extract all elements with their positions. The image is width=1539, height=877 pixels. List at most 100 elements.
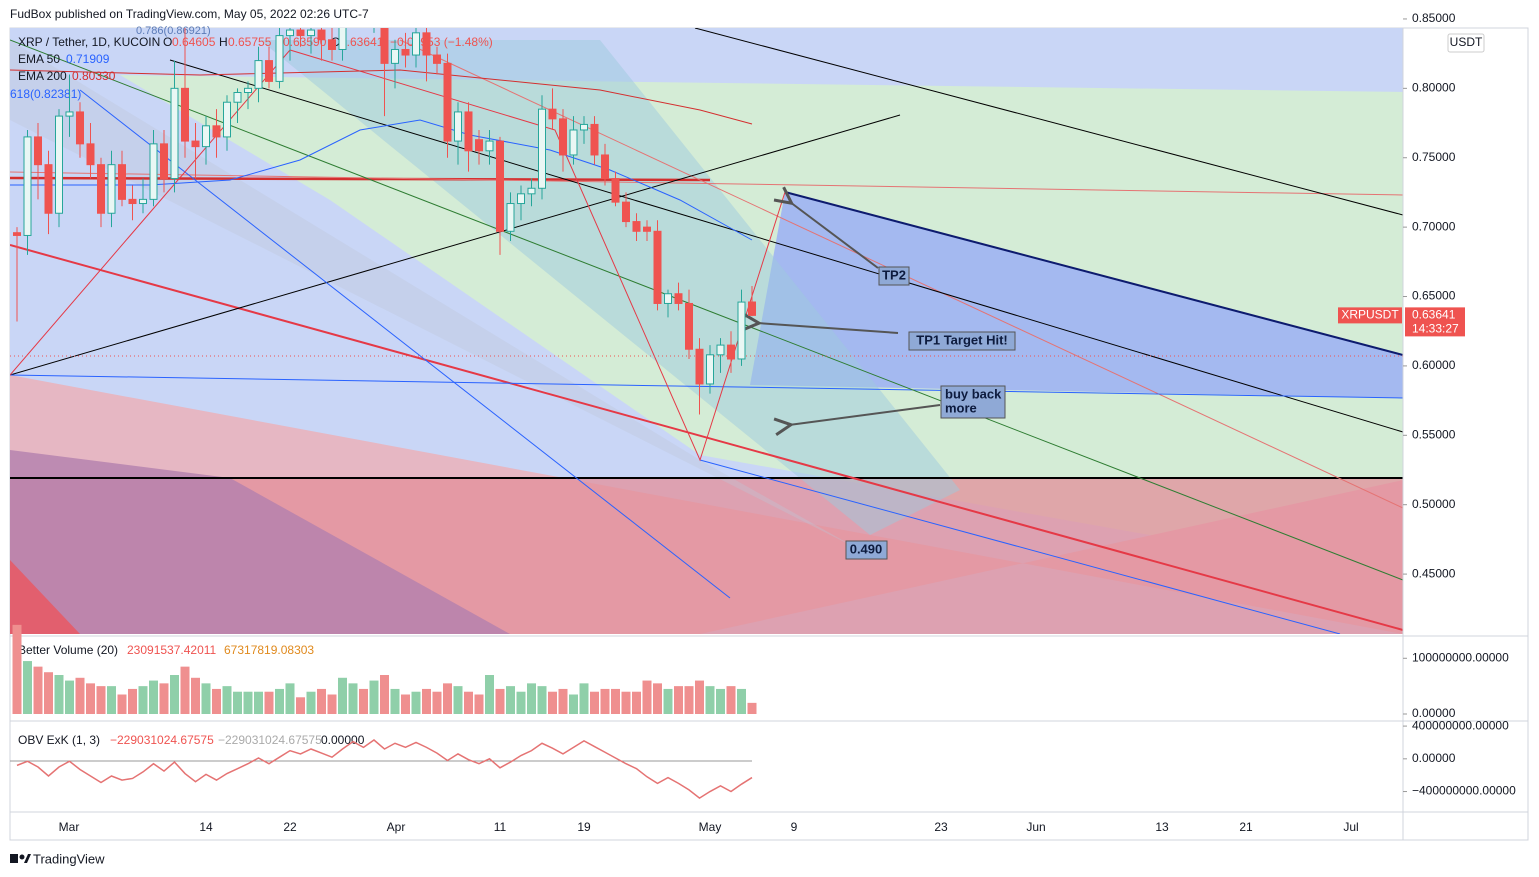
candle-body bbox=[412, 32, 420, 56]
candle-body bbox=[716, 344, 725, 356]
volume-bar bbox=[590, 691, 599, 714]
trend-line-red bbox=[10, 244, 1403, 631]
candle-body bbox=[454, 111, 462, 142]
volume-bar bbox=[495, 688, 505, 714]
candle-body bbox=[107, 164, 116, 214]
candle-body bbox=[674, 293, 683, 304]
candle-body bbox=[622, 201, 630, 223]
volume-bar bbox=[348, 683, 358, 714]
x-tick-label: 14 bbox=[199, 820, 213, 834]
volume-bar bbox=[653, 683, 662, 714]
candle-body bbox=[286, 29, 294, 37]
candle-body bbox=[128, 198, 137, 205]
pane-title: Better Volume (20) bbox=[18, 643, 118, 657]
annotation: buy back bbox=[945, 386, 1002, 401]
volume-bar bbox=[117, 694, 127, 714]
legend-value: 23091537.42011 bbox=[127, 643, 217, 657]
candle-body bbox=[443, 62, 452, 142]
candle-body bbox=[223, 101, 231, 138]
volume-bar bbox=[212, 688, 221, 714]
obv-line bbox=[16, 739, 753, 800]
y-tick-label: 0.65000 bbox=[1412, 289, 1456, 303]
y-tick-label: 0.60000 bbox=[1412, 358, 1456, 372]
blue-line bbox=[10, 374, 1403, 399]
annotation-box bbox=[908, 331, 1016, 351]
drawings bbox=[10, 28, 1403, 634]
candles bbox=[13, 28, 756, 415]
candle-body bbox=[139, 198, 147, 205]
volume-bar bbox=[600, 688, 610, 714]
volume-bar bbox=[138, 686, 148, 714]
volume-bar bbox=[705, 686, 715, 714]
candle-body bbox=[233, 92, 242, 103]
ema50-line bbox=[10, 119, 753, 241]
candle-body bbox=[170, 87, 179, 180]
blue-line bbox=[699, 459, 1341, 634]
candle-body bbox=[328, 39, 336, 50]
y-tick-label: 400000000.00000 bbox=[1412, 718, 1509, 732]
volume-bar bbox=[548, 691, 557, 714]
volume-bar bbox=[663, 688, 673, 714]
trend-line-black bbox=[694, 28, 1403, 216]
volume-bar bbox=[44, 672, 53, 714]
x-tick-label: 21 bbox=[1239, 820, 1253, 834]
volume-bar bbox=[380, 675, 389, 714]
y-tick-label: 0.75000 bbox=[1412, 150, 1456, 164]
candle-body bbox=[485, 140, 494, 152]
candle-body bbox=[527, 187, 536, 195]
candle-body bbox=[611, 178, 620, 203]
candle-body bbox=[391, 48, 399, 64]
volume-bar bbox=[411, 691, 421, 714]
legend-key: O bbox=[163, 35, 172, 49]
volume-bar bbox=[65, 680, 74, 714]
candle-body bbox=[160, 143, 168, 180]
candle-body bbox=[737, 301, 746, 360]
volume-bar bbox=[443, 683, 452, 714]
legend-value: −229031024.67575 bbox=[218, 733, 322, 747]
volume-bar bbox=[432, 691, 442, 714]
candle-body bbox=[643, 226, 651, 232]
volume-bar bbox=[233, 691, 242, 714]
volume-bar bbox=[33, 666, 43, 714]
candle-body bbox=[149, 143, 158, 200]
candle-body bbox=[181, 87, 189, 142]
volume-bar bbox=[359, 688, 368, 714]
countdown: 14:33:27 bbox=[1412, 322, 1459, 336]
legend-value: 0.63641 bbox=[340, 35, 384, 49]
annotations: TP2 TP1 Target Hit! buy back more 0.490 bbox=[757, 202, 1016, 560]
arrow bbox=[789, 404, 941, 425]
arrow bbox=[757, 323, 899, 334]
legend-value: −229031024.67575 bbox=[110, 733, 214, 747]
volume-bar bbox=[527, 683, 536, 714]
volume-bar bbox=[558, 688, 568, 714]
footer: TradingView bbox=[33, 851, 105, 866]
volume-bar bbox=[642, 680, 652, 714]
volume-bar bbox=[96, 686, 106, 714]
x-tick-label: 22 bbox=[283, 820, 297, 834]
volume-bar bbox=[726, 686, 736, 714]
candle-body bbox=[244, 87, 252, 94]
ema-name: EMA 200 bbox=[18, 69, 67, 83]
pane-title: OBV ExK (1, 3) bbox=[18, 733, 100, 747]
price-tag-text: 0.63641 bbox=[1412, 308, 1456, 322]
candle-body bbox=[632, 221, 641, 232]
volume-bar bbox=[401, 694, 410, 714]
volume-bar bbox=[159, 683, 169, 714]
volume-bar bbox=[390, 688, 400, 714]
x-tick-label: Mar bbox=[59, 820, 80, 834]
volume-bar bbox=[338, 677, 347, 714]
volume-bar bbox=[201, 683, 211, 714]
volume-bar bbox=[632, 691, 641, 714]
candle-body bbox=[76, 111, 84, 145]
fib-label: 0.786(0.86921) bbox=[136, 25, 211, 37]
annotation: TP2 bbox=[882, 267, 906, 282]
candle-body bbox=[559, 118, 567, 156]
candle-body bbox=[433, 54, 441, 64]
symbol-tag-text: XRPUSDT bbox=[1341, 308, 1399, 322]
candle-body bbox=[86, 143, 95, 166]
candle-body bbox=[496, 140, 504, 232]
x-tick-label: Apr bbox=[387, 820, 406, 834]
legend-value: 0.65755 bbox=[228, 35, 272, 49]
volume-bar bbox=[54, 675, 64, 714]
